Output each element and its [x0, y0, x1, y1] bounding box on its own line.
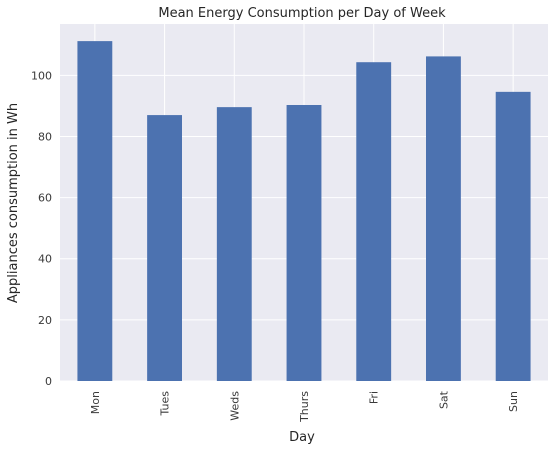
bar-weds: [216, 107, 252, 381]
x-axis-ticks: Mon Tues Weds Thurs Fri Sat Sun: [89, 390, 520, 423]
bar-tues: [147, 115, 182, 382]
bar-sun: [495, 91, 531, 381]
y-tick-label: 100: [31, 69, 52, 82]
y-tick-label: 0: [45, 375, 52, 388]
bars: [77, 41, 531, 382]
y-tick-label: 60: [38, 192, 52, 205]
x-tick-label: Weds: [228, 391, 241, 421]
x-axis-label: Day: [289, 430, 315, 445]
x-tick-label: Sat: [437, 390, 450, 409]
y-tick-label: 80: [38, 130, 52, 143]
y-tick-label: 20: [38, 314, 52, 327]
bar-fri: [356, 62, 392, 382]
x-tick-label: Fri: [368, 391, 381, 404]
bar-thurs: [286, 104, 322, 381]
x-tick-label: Sun: [507, 391, 520, 412]
x-tick-label: Mon: [89, 391, 102, 414]
y-axis-ticks: 0 20 40 60 80 100: [31, 69, 52, 388]
x-tick-label: Thurs: [298, 391, 311, 423]
y-axis-label: Appliances consumption in Wh: [6, 103, 21, 303]
chart-title: Mean Energy Consumption per Day of Week: [158, 6, 446, 21]
x-tick-label: Tues: [159, 391, 172, 417]
bar-mon: [77, 41, 113, 381]
bar-sat: [426, 56, 461, 381]
y-tick-label: 40: [38, 253, 52, 266]
